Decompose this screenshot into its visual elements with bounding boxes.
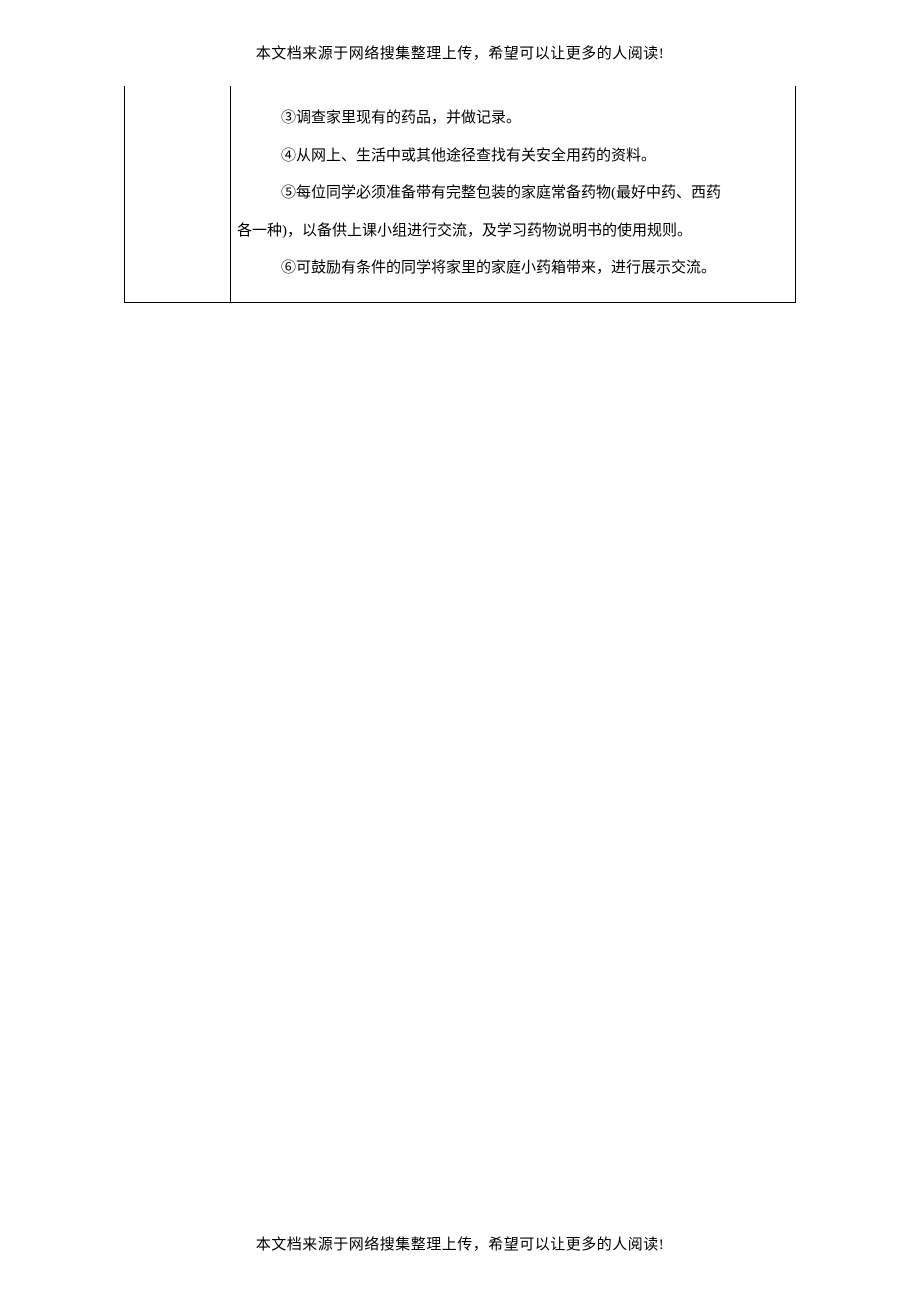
content-table: ③调查家里现有的药品，并做记录。 ④从网上、生活中或其他途径查找有关安全用药的资… (124, 86, 796, 303)
content-line-5-cont: 各一种)，以备供上课小组进行交流，及学习药物说明书的使用规则。 (237, 213, 789, 251)
page-footer: 本文档来源于网络搜集整理上传，希望可以让更多的人阅读! (0, 1233, 920, 1254)
header-text: 本文档来源于网络搜集整理上传，希望可以让更多的人阅读! (256, 46, 665, 62)
content-line-4: ④从网上、生活中或其他途径查找有关安全用药的资料。 (237, 138, 789, 176)
table-right-column: ③调查家里现有的药品，并做记录。 ④从网上、生活中或其他途径查找有关安全用药的资… (231, 86, 795, 302)
footer-text: 本文档来源于网络搜集整理上传，希望可以让更多的人阅读! (256, 1237, 665, 1253)
page-header: 本文档来源于网络搜集整理上传，希望可以让更多的人阅读! (0, 42, 920, 63)
table-left-column (125, 86, 231, 302)
content-line-6: ⑥可鼓励有条件的同学将家里的家庭小药箱带来，进行展示交流。 (237, 250, 789, 288)
content-line-3: ③调查家里现有的药品，并做记录。 (237, 100, 789, 138)
content-line-5: ⑤每位同学必须准备带有完整包装的家庭常备药物(最好中药、西药 (237, 175, 789, 213)
